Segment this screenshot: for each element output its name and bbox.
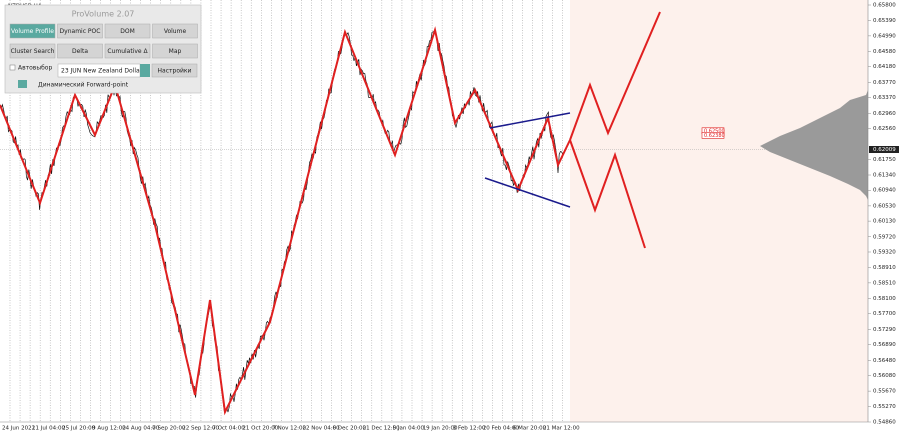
current-price-box: [869, 146, 899, 154]
button[interactable]: Map: [152, 43, 198, 59]
date-label: 20 Feb 04:00: [483, 426, 520, 432]
button-face[interactable]: [9, 43, 56, 59]
price-line: [0, 31, 565, 413]
button-label: Volume: [164, 28, 187, 35]
y-tick-label: 0.55670: [873, 389, 896, 395]
date-label: 11 Jul 04:00: [32, 426, 65, 432]
button-face[interactable]: [57, 43, 103, 59]
level-label: 0.62380: [704, 133, 725, 139]
y-tick-label: 0.64580: [873, 49, 896, 55]
button-label: Cluster Search: [11, 48, 55, 55]
button-grid: Volume Profile Dynamic POC DOM Volume Cluste…: [9, 23, 198, 59]
checkbox[interactable]: [9, 64, 16, 71]
button-label: DOM: [120, 28, 135, 35]
y-tick-label: 0.58100: [873, 296, 896, 302]
y-tick-label: 0.56480: [873, 358, 896, 364]
y-tick-label: 0.63770: [873, 80, 896, 86]
button[interactable]: Volume: [152, 23, 198, 39]
button-face[interactable]: [104, 23, 151, 39]
date-label: 7 Oct 04:00: [212, 426, 245, 432]
button-face[interactable]: [57, 23, 103, 39]
button-face[interactable]: [9, 23, 56, 39]
level-label: 0.62500: [704, 128, 725, 134]
settings: Настройки: [158, 68, 192, 75]
date-label: 21 Dec 12:00: [363, 426, 400, 432]
y-tick-label: 0.54860: [873, 420, 896, 426]
channel-bottom: [484, 177, 571, 208]
forward-toggle[interactable]: [18, 80, 27, 88]
date-label: 7 Nov 12:00: [272, 426, 306, 432]
level-box: [701, 132, 725, 139]
provolume-panel: ProVolume 2.07 Volume Profile Dynamic POC…: [4, 4, 202, 94]
y-tick-label: 0.59320: [873, 249, 896, 255]
button-label: Volume Profile: [11, 28, 54, 35]
date-label: 22 Sep 12:00: [182, 426, 219, 432]
y-tick-label: 0.57700: [873, 311, 896, 317]
y-tick-label: 0.62560: [873, 126, 896, 132]
forecast-up: [569, 11, 661, 141]
button-label: Delta: [72, 48, 88, 55]
date-label: 21 Mar 12:00: [543, 426, 580, 432]
y-tick-label: 0.56080: [873, 373, 896, 379]
settings-button[interactable]: [151, 63, 198, 78]
date-label: 22 Nov 04:00: [303, 426, 341, 432]
date-label: 24 Jun 2022: [2, 426, 35, 432]
forecast-down: [569, 139, 646, 249]
button-face[interactable]: [104, 43, 151, 59]
date-label: 19 Jan 20:00: [423, 426, 458, 432]
y-tick-label: 0.61340: [873, 173, 896, 179]
current-price: 0.62009: [873, 147, 896, 153]
y-tick-label: 0.59720: [873, 234, 896, 240]
y-tick-label: 0.65390: [873, 18, 896, 24]
date-label: 9 Aug 12:00: [92, 426, 126, 432]
y-tick-label: 0.56890: [873, 342, 896, 348]
dropdown[interactable]: [140, 64, 150, 77]
button-label: Dynamic POC: [60, 28, 101, 35]
y-tick-label: 0.60130: [873, 219, 896, 225]
button-face[interactable]: [152, 43, 198, 59]
date-label: 6 Dec 20:00: [333, 426, 367, 432]
button-face[interactable]: [152, 23, 198, 39]
y-tick-label: 0.58510: [873, 280, 896, 286]
y-tick-label: 0.60530: [873, 203, 896, 209]
date-label: 5 Jan 04:00: [393, 426, 425, 432]
button[interactable]: Volume Profile: [9, 23, 56, 39]
button[interactable]: Cluster Search: [9, 43, 56, 59]
channel-top: [489, 112, 571, 129]
y-tick-label: 0.64990: [873, 33, 896, 39]
forecast-area: [570, 0, 868, 422]
volume-profile: [760, 90, 868, 200]
y-tick-label: 0.58910: [873, 265, 896, 271]
date-label: 21 Oct 20:00: [242, 426, 278, 432]
button[interactable]: Cumulative Δ: [104, 43, 151, 59]
y-tick-label: 0.63370: [873, 95, 896, 101]
y-tick-label: 0.65800: [873, 3, 896, 9]
date-label: 6 Mar 20:00: [513, 426, 547, 432]
y-tick-label: 0.55270: [873, 404, 896, 410]
y-tick-label: 0.61750: [873, 157, 896, 163]
axes: 0.65800 0.65390 0.64990 0.64580 0.64180 0.637…: [2, 3, 899, 432]
button[interactable]: DOM: [104, 23, 151, 39]
button[interactable]: Delta: [57, 43, 103, 59]
y-tick-label: 0.62960: [873, 111, 896, 117]
y-tick-label: 0.57290: [873, 327, 896, 333]
button-label: Cumulative Δ: [107, 48, 148, 55]
button[interactable]: Dynamic POC: [57, 23, 103, 39]
button-label: Map: [169, 48, 182, 55]
forward-point: Динамический Forward-point: [38, 82, 129, 89]
instrument: 23 JUN New Zealand Dollar: [61, 68, 143, 75]
y-tick-label: 0.64180: [873, 64, 896, 70]
auto-select: Автовыбор: [18, 65, 52, 72]
date-label: 7 Sep 20:00: [152, 426, 186, 432]
date-label: 24 Aug 04:00: [122, 426, 160, 432]
y-tick-label: 0.60940: [873, 188, 896, 194]
date-label: 25 Jul 20:00: [62, 426, 95, 432]
panel-title: ProVolume 2.07: [72, 10, 135, 19]
date-label: 3 Feb 12:00: [453, 426, 486, 432]
